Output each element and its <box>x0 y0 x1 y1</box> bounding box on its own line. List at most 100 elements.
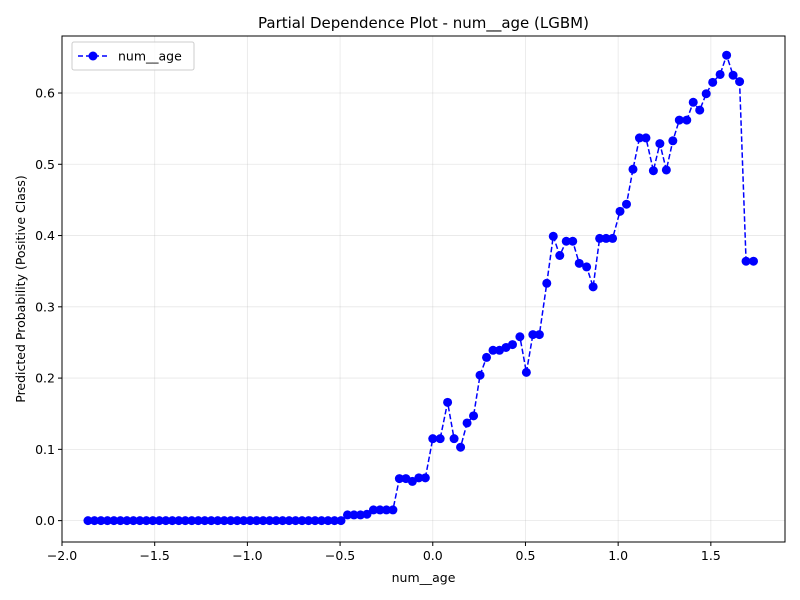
data-point <box>154 516 164 526</box>
x-tick-label: 0.0 <box>423 548 443 563</box>
data-point <box>682 115 692 125</box>
data-point <box>668 136 678 146</box>
data-point <box>239 516 249 526</box>
data-point <box>542 278 552 288</box>
data-point <box>568 236 578 246</box>
data-point <box>368 505 378 515</box>
data-point <box>310 516 320 526</box>
data-point <box>475 370 485 380</box>
data-point <box>595 233 605 243</box>
data-point <box>206 516 216 526</box>
data-point <box>265 516 275 526</box>
data-point <box>449 434 459 444</box>
y-axis: 0.0 0.1 0.2 0.3 0.4 0.5 0.6 <box>35 86 62 528</box>
data-point <box>148 516 158 526</box>
legend: num__age <box>71 41 195 71</box>
data-point <box>482 352 492 362</box>
data-point <box>708 77 718 87</box>
data-point <box>462 418 472 428</box>
data-point <box>648 166 658 176</box>
y-tick-label: 0.3 <box>35 299 55 314</box>
x-tick-label: −1.0 <box>232 548 262 563</box>
data-point <box>245 516 255 526</box>
y-tick-label: 0.6 <box>35 86 55 101</box>
data-point <box>232 516 242 526</box>
data-point <box>655 139 665 149</box>
data-point <box>330 516 340 526</box>
data-point <box>271 516 281 526</box>
data-point <box>252 516 262 526</box>
legend-label: num__age <box>118 49 182 64</box>
data-point <box>641 133 651 143</box>
data-point <box>342 510 352 520</box>
data-point <box>661 165 671 175</box>
data-point <box>102 516 112 526</box>
data-point <box>323 516 333 526</box>
x-tick-label: −1.5 <box>140 548 170 563</box>
x-axis-title: num__age <box>392 570 456 585</box>
data-point <box>515 332 525 342</box>
legend-marker <box>88 51 98 61</box>
data-point <box>548 231 558 241</box>
data-point <box>355 510 365 520</box>
data-point <box>588 282 598 292</box>
data-point <box>381 505 391 515</box>
data-point <box>420 473 430 483</box>
data-point <box>258 516 268 526</box>
data-point <box>161 516 171 526</box>
data-point <box>735 77 745 87</box>
data-point <box>200 516 210 526</box>
x-tick-label: 0.5 <box>516 548 536 563</box>
data-point <box>574 258 584 268</box>
data-point <box>674 115 684 125</box>
x-tick-label: −2.0 <box>47 548 77 563</box>
y-tick-label: 0.4 <box>35 228 55 243</box>
data-point <box>193 516 203 526</box>
data-point <box>128 516 138 526</box>
data-point <box>435 434 445 444</box>
data-point <box>141 516 151 526</box>
chart-title: Partial Dependence Plot - num__age (LGBM… <box>258 14 589 33</box>
data-point <box>688 97 698 107</box>
y-tick-label: 0.5 <box>35 157 55 172</box>
data-point <box>174 516 184 526</box>
data-point <box>695 105 705 115</box>
y-axis-title: Predicted Probability (Positive Class) <box>13 175 28 403</box>
data-point <box>388 505 398 515</box>
data-point <box>507 340 517 350</box>
data-point <box>582 262 592 272</box>
series-layer <box>83 50 758 526</box>
x-tick-label: 1.0 <box>608 548 628 563</box>
data-point <box>414 473 424 483</box>
data-point <box>561 236 571 246</box>
data-point <box>167 516 177 526</box>
y-tick-label: 0.0 <box>35 513 55 528</box>
data-point <box>555 251 565 260</box>
data-point <box>284 516 294 526</box>
data-point <box>534 330 544 340</box>
data-point <box>297 516 307 526</box>
data-point <box>317 516 327 526</box>
data-point <box>628 164 638 174</box>
data-point <box>304 516 314 526</box>
data-point <box>488 345 498 355</box>
data-point <box>135 516 145 526</box>
x-tick-label: −0.5 <box>325 548 355 563</box>
data-point <box>443 397 453 407</box>
data-point <box>748 256 758 266</box>
data-point <box>615 206 625 216</box>
grid <box>61 36 785 542</box>
data-point <box>741 256 751 266</box>
data-point <box>362 509 372 519</box>
data-point <box>634 133 644 143</box>
data-point <box>187 516 197 526</box>
data-point <box>715 69 725 79</box>
data-point <box>336 516 346 526</box>
plot-frame <box>61 35 786 543</box>
data-point <box>83 516 93 526</box>
data-point <box>96 516 106 526</box>
data-point <box>89 516 99 526</box>
